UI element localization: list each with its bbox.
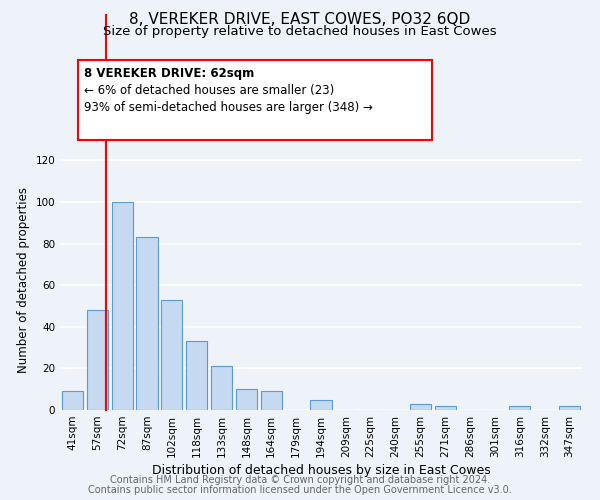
Bar (112, 202, 133, 410)
Bar (236, 389, 257, 410)
Text: 93% of semi-detached houses are larger (348) →: 93% of semi-detached houses are larger (… (84, 101, 373, 114)
Bar (62, 392, 83, 410)
Text: Size of property relative to detached houses in East Cowes: Size of property relative to detached ho… (103, 25, 497, 38)
Bar (261, 392, 282, 410)
Bar (161, 300, 182, 410)
X-axis label: Distribution of detached houses by size in East Cowes: Distribution of detached houses by size … (152, 464, 490, 477)
Bar (435, 406, 456, 410)
Bar (410, 404, 431, 410)
Bar (559, 406, 580, 410)
Bar (509, 406, 530, 410)
Bar (211, 366, 232, 410)
Bar (310, 400, 332, 410)
Bar (87, 310, 108, 410)
Text: ← 6% of detached houses are smaller (23): ← 6% of detached houses are smaller (23) (84, 84, 334, 97)
Text: 8, VEREKER DRIVE, EAST COWES, PO32 6QD: 8, VEREKER DRIVE, EAST COWES, PO32 6QD (130, 12, 470, 28)
Text: Contains public sector information licensed under the Open Government Licence v3: Contains public sector information licen… (88, 485, 512, 495)
Bar (136, 238, 158, 410)
Text: 8 VEREKER DRIVE: 62sqm: 8 VEREKER DRIVE: 62sqm (84, 68, 254, 80)
Text: Contains HM Land Registry data © Crown copyright and database right 2024.: Contains HM Land Registry data © Crown c… (110, 475, 490, 485)
Bar (186, 342, 207, 410)
Y-axis label: Number of detached properties: Number of detached properties (17, 187, 30, 373)
